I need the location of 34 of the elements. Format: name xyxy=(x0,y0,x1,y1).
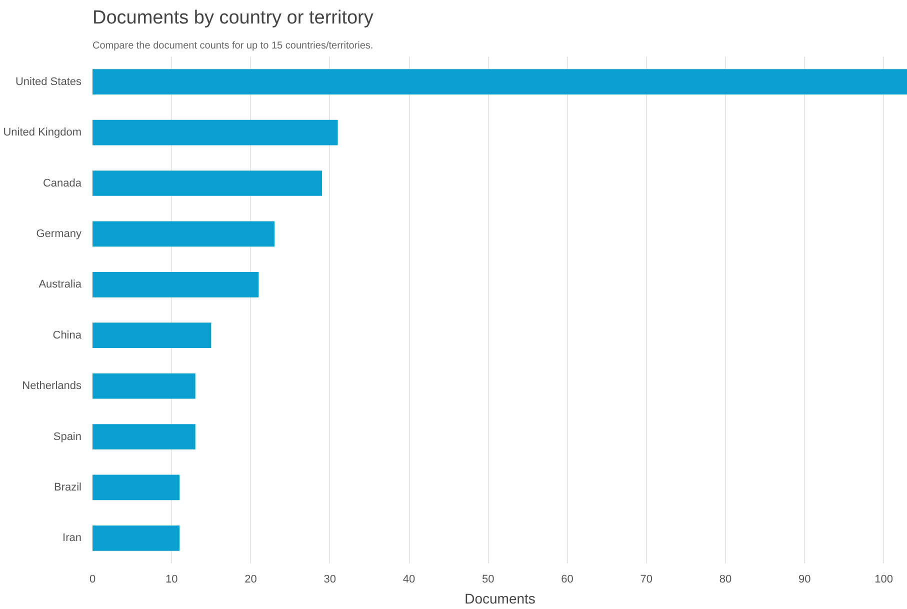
y-tick-label: Brazil xyxy=(54,481,82,494)
chart-title: Documents by country or territory xyxy=(92,8,374,28)
y-tick-label: China xyxy=(52,329,82,342)
bar xyxy=(92,272,259,298)
bar xyxy=(92,322,212,348)
x-axis-title: Documents xyxy=(464,590,536,606)
bar xyxy=(92,69,907,95)
chart-subtitle: Compare the document counts for up to 15 countries/territories. xyxy=(92,40,374,52)
y-tick-label: Germany xyxy=(36,228,82,240)
x-tick-label: 10 xyxy=(166,574,178,586)
y-tick-label: Canada xyxy=(42,177,82,190)
bar xyxy=(92,474,180,500)
x-tick-label: 0 xyxy=(89,574,96,586)
bar xyxy=(92,424,196,450)
bar xyxy=(92,170,322,196)
y-tick-label: Netherlands xyxy=(22,380,82,392)
x-tick-label: 100 xyxy=(874,574,893,586)
y-tick-label: Spain xyxy=(53,430,82,443)
x-tick-label: 60 xyxy=(561,574,574,586)
x-tick-label: 70 xyxy=(640,574,653,586)
bar xyxy=(92,373,196,399)
bar xyxy=(92,120,338,146)
y-tick-label: Australia xyxy=(38,278,82,291)
y-tick-label: Iran xyxy=(62,532,82,544)
x-tick-label: 20 xyxy=(244,574,257,586)
y-tick-label: United States xyxy=(15,76,82,88)
y-tick-label: United Kingdom xyxy=(3,126,82,139)
x-tick-label: 30 xyxy=(324,574,336,586)
x-tick-label: 50 xyxy=(482,574,494,586)
x-tick-label: 80 xyxy=(719,574,732,586)
x-tick-label: 40 xyxy=(402,574,416,586)
bar xyxy=(92,525,180,551)
bar xyxy=(92,221,274,247)
x-tick-label: 90 xyxy=(798,574,811,586)
